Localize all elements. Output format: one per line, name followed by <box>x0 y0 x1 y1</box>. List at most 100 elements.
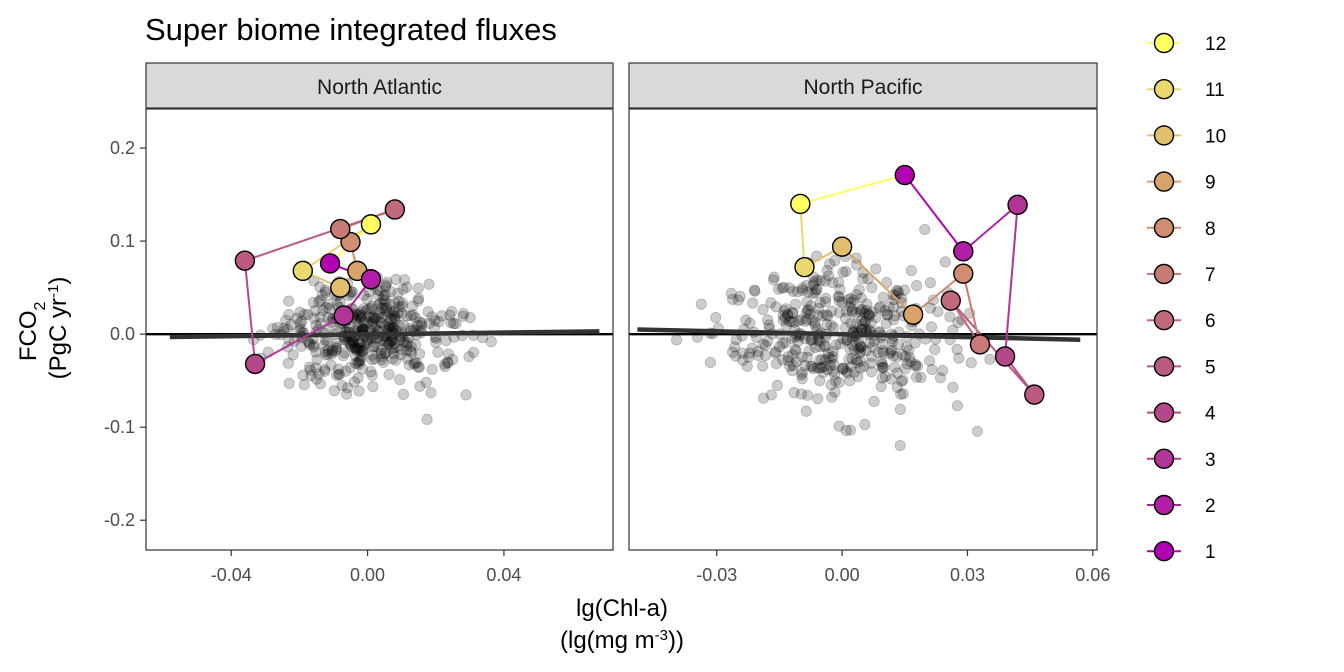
background-point <box>354 337 366 349</box>
month-point-4 <box>244 353 266 375</box>
background-point <box>759 339 772 351</box>
background-point <box>837 362 849 374</box>
background-point <box>765 297 777 309</box>
background-point <box>388 305 400 317</box>
background-point <box>332 363 345 375</box>
background-point <box>384 299 396 311</box>
background-point <box>825 319 837 331</box>
path-segment-month-9 <box>841 245 914 316</box>
background-point <box>743 351 755 363</box>
background-point <box>752 349 764 362</box>
background-point <box>400 310 413 322</box>
background-point <box>380 279 392 291</box>
background-point <box>861 298 873 310</box>
background-point <box>380 302 393 314</box>
legend-label: 9 <box>1205 173 1216 194</box>
x-tick-label: 0.03 <box>950 565 985 585</box>
legend-label: 12 <box>1205 34 1226 55</box>
background-point <box>801 296 813 308</box>
background-point <box>854 355 866 367</box>
x-tick-label: 0.06 <box>1075 565 1110 585</box>
background-point <box>380 289 392 301</box>
background-point <box>927 294 939 306</box>
background-point <box>919 223 931 236</box>
month-point-2 <box>953 241 974 262</box>
background-point <box>374 285 386 297</box>
background-point <box>744 347 756 359</box>
background-point <box>337 349 349 362</box>
background-point <box>856 318 869 330</box>
background-point <box>859 307 871 319</box>
month-point-3 <box>1007 194 1028 216</box>
background-point <box>787 359 799 372</box>
background-point <box>354 312 367 324</box>
legend-label: 8 <box>1205 219 1216 240</box>
background-point <box>447 353 459 366</box>
background-point <box>836 296 848 308</box>
x-axis-title: lg(Chl-a) <box>576 595 668 622</box>
background-point <box>326 348 338 360</box>
month-point-10 <box>330 277 351 298</box>
background-points <box>671 223 996 452</box>
background-point <box>423 317 435 329</box>
background-point <box>316 289 328 301</box>
background-point <box>850 354 862 366</box>
background-point <box>870 263 882 275</box>
background-point <box>759 349 772 362</box>
background-point <box>330 337 343 350</box>
background-point <box>309 305 321 317</box>
y-tick-label: 0.2 <box>110 138 135 158</box>
background-point <box>348 342 361 354</box>
background-point <box>875 356 887 368</box>
background-point <box>905 264 917 277</box>
legend-item-1: 1 <box>1147 541 1216 563</box>
background-point <box>393 295 405 307</box>
background-point <box>876 358 888 370</box>
background-point <box>806 314 818 326</box>
background-point <box>313 368 325 380</box>
background-point <box>749 285 761 297</box>
background-point <box>924 302 936 314</box>
background-point <box>322 312 334 324</box>
background-point <box>894 439 906 452</box>
background-point <box>376 354 388 366</box>
background-point <box>390 342 402 354</box>
month-point-7 <box>330 218 351 240</box>
background-point <box>859 418 871 431</box>
background-point <box>820 292 832 304</box>
background-point <box>840 305 852 317</box>
background-point <box>768 271 780 283</box>
background-point <box>833 420 845 432</box>
background-point <box>741 360 753 372</box>
legend-key-point <box>1153 402 1175 423</box>
background-point <box>385 343 397 355</box>
background-point <box>892 287 904 299</box>
background-point <box>744 317 756 329</box>
background-point <box>891 284 903 297</box>
background-point <box>401 337 413 349</box>
background-point <box>782 309 794 322</box>
background-point <box>816 310 829 322</box>
background-point <box>412 320 424 332</box>
background-point <box>788 387 800 399</box>
background-point <box>823 270 835 282</box>
background-point <box>862 273 874 285</box>
background-point <box>850 318 862 330</box>
background-point <box>344 337 356 350</box>
background-point <box>814 362 826 374</box>
background-point <box>779 337 792 349</box>
background-point <box>420 376 432 389</box>
background-point <box>868 395 880 408</box>
background-point <box>984 353 996 365</box>
background-point <box>780 303 792 315</box>
background-point <box>396 297 409 309</box>
background-point <box>771 379 783 391</box>
background-point <box>310 346 322 358</box>
legend-label: 4 <box>1205 404 1216 425</box>
background-point <box>826 305 838 317</box>
background-point <box>812 309 824 321</box>
background-point <box>806 361 818 373</box>
background-point <box>915 371 927 384</box>
background-point <box>818 361 830 373</box>
background-point <box>845 317 857 329</box>
